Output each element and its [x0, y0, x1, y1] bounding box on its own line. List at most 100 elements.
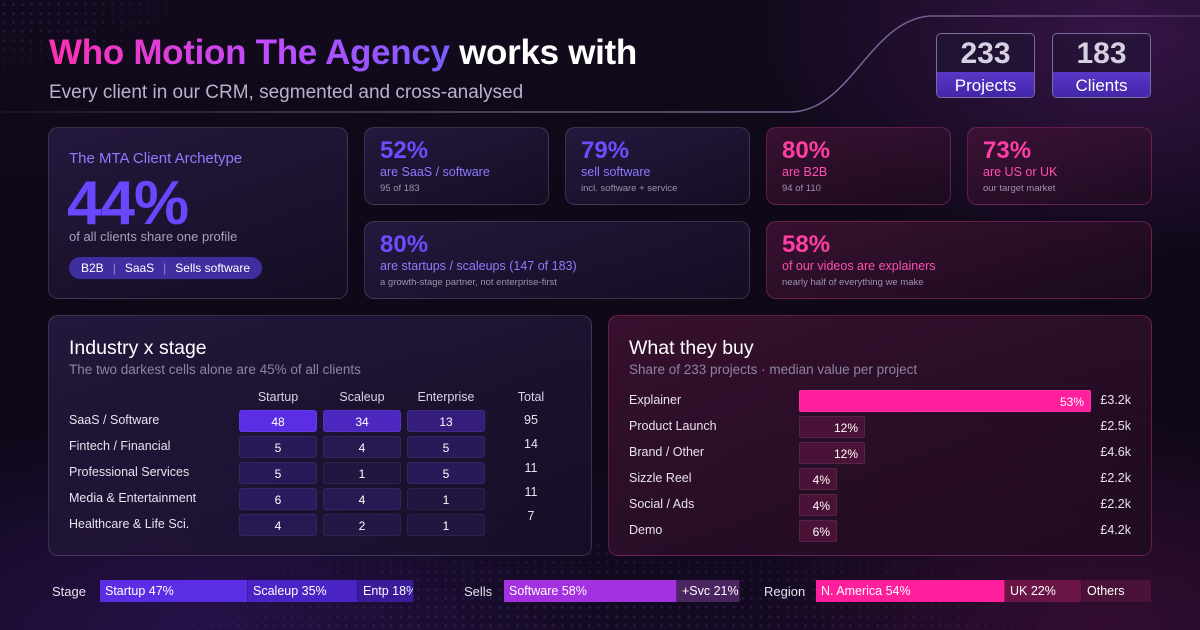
- heatmap-col-total: Total: [517, 390, 545, 404]
- heatmap-col-enterprise: Enterprise: [417, 390, 475, 404]
- heatmap-col-startup: Startup: [257, 390, 299, 404]
- heatmap-title: Industry x stage: [69, 337, 207, 359]
- archetype-tags: B2B | SaaS | Sells software: [69, 257, 262, 279]
- heatmap-row-label: Fintech / Financial: [69, 439, 171, 453]
- stat-note: incl. software + service: [581, 183, 678, 194]
- archetype-kicker: The MTA Client Archetype: [69, 150, 243, 167]
- buy-subtitle: Share of 233 projects · median value per…: [629, 362, 918, 377]
- heatmap-cell: 4: [323, 488, 401, 510]
- title-highlight: Who Motion The Agency: [49, 33, 450, 72]
- stat-card-explainers: 58% of our videos are explainers nearly …: [766, 221, 1152, 299]
- heatmap-cell: 4: [239, 514, 317, 536]
- stat-note: 94 of 110: [782, 183, 821, 194]
- heatmap-cell: 5: [407, 462, 485, 484]
- heatmap-subtitle: The two darkest cells alone are 45% of a…: [69, 362, 361, 377]
- heatmap-row-total: 14: [524, 437, 538, 451]
- stat-description: sell software: [581, 165, 651, 179]
- breakdown-label: Region: [764, 584, 806, 599]
- buy-median-value: £2.2k: [1100, 471, 1131, 485]
- decorative-curve: [0, 15, 1200, 113]
- stat-card-b2b: 80% are B2B 94 of 110: [766, 127, 951, 205]
- tag-saas: SaaS: [124, 261, 155, 275]
- breakdown-label: Stage: [52, 584, 86, 599]
- stat-description: are B2B: [782, 165, 828, 179]
- buy-row-label: Product Launch: [629, 419, 717, 433]
- kpi-clients-value: 183: [1076, 37, 1127, 70]
- buy-row-label: Demo: [629, 523, 663, 537]
- dot-pattern-top: [0, 0, 360, 130]
- buy-bar: 4%: [799, 468, 837, 490]
- buy-median-value: £2.2k: [1100, 497, 1131, 511]
- heatmap-cell: 5: [239, 436, 317, 458]
- heatmap-cell: 1: [323, 462, 401, 484]
- archetype-sub: of all clients share one profile: [69, 229, 238, 244]
- tag-separator: |: [112, 261, 116, 275]
- stat-card-region: 73% are US or UK our target market: [967, 127, 1152, 205]
- heatmap-col-scaleup: Scaleup: [339, 390, 385, 404]
- page-subtitle: Every client in our CRM, segmented and c…: [49, 82, 524, 103]
- buy-median-value: £3.2k: [1100, 393, 1131, 407]
- archetype-card: The MTA Client Archetype 44% of all clie…: [48, 127, 348, 299]
- heatmap-cell: 48: [239, 410, 317, 432]
- breakdown-segment: Others: [1082, 580, 1152, 602]
- heatmap-row-label: Professional Services: [69, 465, 190, 479]
- kpi-clients-label: Clients: [1053, 72, 1150, 97]
- buy-median-value: £4.2k: [1100, 523, 1131, 537]
- heatmap-cell: 6: [239, 488, 317, 510]
- buy-median-value: £2.5k: [1100, 419, 1131, 433]
- heatmap-row-total: 11: [524, 485, 538, 499]
- stat-note: 95 of 183: [380, 183, 420, 194]
- heatmap-row-total: 95: [524, 413, 538, 427]
- stat-card-software: 79% sell software incl. software + servi…: [565, 127, 750, 205]
- heatmap-row-label: Media & Entertainment: [69, 491, 197, 505]
- buy-bar: 6%: [799, 520, 837, 542]
- stat-percent: 80%: [782, 137, 831, 164]
- kpi-projects: 233 Projects: [936, 33, 1035, 98]
- tag-b2b: B2B: [81, 261, 104, 275]
- buy-title: What they buy: [629, 337, 754, 359]
- heatmap-cell: 2: [323, 514, 401, 536]
- heatmap-row-label: Healthcare & Life Sci.: [69, 517, 190, 531]
- tag-separator: |: [163, 261, 167, 275]
- buy-bar: 4%: [799, 494, 837, 516]
- buy-row-label: Explainer: [629, 393, 682, 407]
- stat-description: are US or UK: [983, 165, 1058, 179]
- stat-description: are startups / scaleups (147 of 183): [380, 259, 577, 273]
- breakdown-segment: +Svc 21%: [677, 580, 740, 602]
- tag-sells-software: Sells software: [175, 261, 250, 275]
- buy-median-value: £4.6k: [1100, 445, 1131, 459]
- title-rest: works with: [449, 33, 637, 72]
- heatmap-cell: 1: [407, 488, 485, 510]
- stat-percent: 79%: [581, 137, 630, 164]
- kpi-projects-value: 233: [960, 37, 1011, 70]
- what-they-buy-panel: What they buy Share of 233 projects · me…: [608, 315, 1152, 556]
- heatmap-cell: 4: [323, 436, 401, 458]
- stat-note: a growth-stage partner, not enterprise-f…: [380, 277, 557, 288]
- kpi-projects-label: Projects: [937, 72, 1034, 97]
- stat-note: our target market: [983, 183, 1056, 194]
- industry-stage-panel: Industry x stage The two darkest cells a…: [48, 315, 592, 556]
- breakdown-segment: UK 22%: [1005, 580, 1082, 602]
- breakdown-segment: Scaleup 35%: [248, 580, 358, 602]
- stat-description: of our videos are explainers: [782, 259, 936, 273]
- buy-row-label: Sizzle Reel: [629, 471, 692, 485]
- stat-percent: 58%: [782, 231, 831, 258]
- heatmap-cell: 1: [407, 514, 485, 536]
- buy-row-label: Social / Ads: [629, 497, 695, 511]
- heatmap-cell: 5: [239, 462, 317, 484]
- stat-note: nearly half of everything we make: [782, 277, 924, 288]
- page-title: Who Motion The Agency works with: [49, 33, 637, 73]
- buy-bar: 12%: [799, 442, 865, 464]
- stat-percent: 80%: [380, 231, 429, 258]
- stat-percent: 52%: [380, 137, 429, 164]
- heatmap-row-total: 11: [524, 461, 538, 475]
- archetype-value: 44%: [67, 169, 189, 238]
- stat-percent: 73%: [983, 137, 1032, 164]
- breakdown-segment: Entp 18%: [358, 580, 414, 602]
- stat-description: are SaaS / software: [380, 165, 490, 179]
- kpi-clients: 183 Clients: [1052, 33, 1151, 98]
- heatmap-row-total: 7: [527, 509, 535, 523]
- stat-card-startups: 80% are startups / scaleups (147 of 183)…: [364, 221, 750, 299]
- breakdown-segment: N. America 54%: [816, 580, 1005, 602]
- buy-row-label: Brand / Other: [629, 445, 705, 459]
